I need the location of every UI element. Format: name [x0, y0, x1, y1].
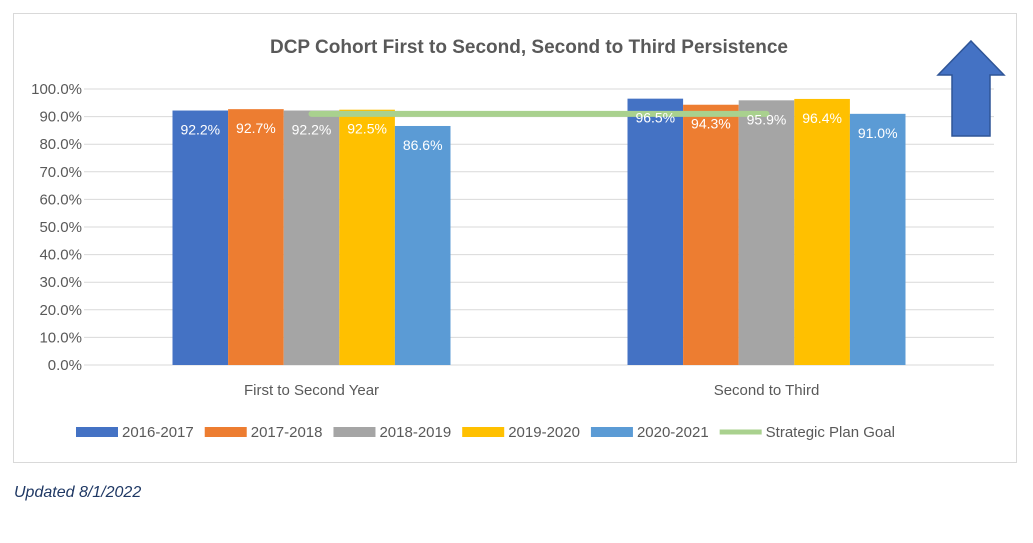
bar	[339, 109, 395, 365]
bar	[849, 113, 906, 365]
legend-swatch	[204, 427, 247, 437]
chart-svg: DCP Cohort First to Second, Second to Th…	[31, 37, 1006, 441]
legend-swatch	[76, 427, 118, 437]
data-label: 92.2%	[292, 122, 332, 138]
data-label: 96.5%	[635, 110, 675, 126]
x-category-label: First to Second Year	[244, 382, 379, 399]
legend-label: Strategic Plan Goal	[766, 424, 895, 441]
legend-label: 2020-2021	[637, 424, 709, 441]
legend-label: 2019-2020	[508, 424, 580, 441]
legend-label: 2018-2019	[379, 424, 451, 441]
y-tick-label: 20.0%	[39, 302, 82, 319]
y-tick-label: 60.0%	[39, 191, 82, 208]
legend-swatch	[590, 427, 633, 437]
bar	[283, 110, 340, 365]
y-tick-label: 80.0%	[39, 136, 82, 153]
y-tick-label: 40.0%	[39, 247, 82, 264]
data-label: 94.3%	[691, 116, 731, 132]
bar	[627, 98, 684, 365]
legend-label: 2017-2018	[251, 424, 323, 441]
data-label: 91.0%	[858, 125, 898, 141]
up-arrow-icon	[936, 39, 1006, 137]
legend-swatch	[333, 427, 376, 437]
bar	[394, 125, 451, 365]
data-label: 92.5%	[347, 121, 387, 137]
bar	[794, 98, 850, 365]
bar	[228, 109, 284, 365]
y-tick-label: 100.0%	[31, 81, 82, 98]
chart-frame: DCP Cohort First to Second, Second to Th…	[13, 13, 1017, 463]
bar	[172, 110, 229, 365]
updated-footnote: Updated 8/1/2022	[14, 484, 142, 501]
y-tick-label: 70.0%	[39, 164, 82, 181]
y-tick-label: 50.0%	[39, 219, 82, 236]
chart-title: DCP Cohort First to Second, Second to Th…	[270, 37, 788, 58]
legend-swatch	[462, 427, 505, 437]
data-label: 96.4%	[802, 110, 842, 126]
data-label: 86.6%	[403, 137, 443, 153]
y-tick-label: 90.0%	[39, 109, 82, 126]
y-tick-label: 10.0%	[39, 329, 82, 346]
legend-label: 2016-2017	[122, 424, 194, 441]
data-label: 95.9%	[747, 111, 787, 127]
y-tick-label: 30.0%	[39, 274, 82, 291]
data-label: 92.2%	[180, 122, 220, 138]
y-tick-label: 0.0%	[48, 357, 82, 374]
bar	[738, 100, 795, 365]
data-label: 92.7%	[236, 120, 276, 136]
x-category-label: Second to Third	[714, 382, 820, 399]
bar	[683, 104, 739, 366]
